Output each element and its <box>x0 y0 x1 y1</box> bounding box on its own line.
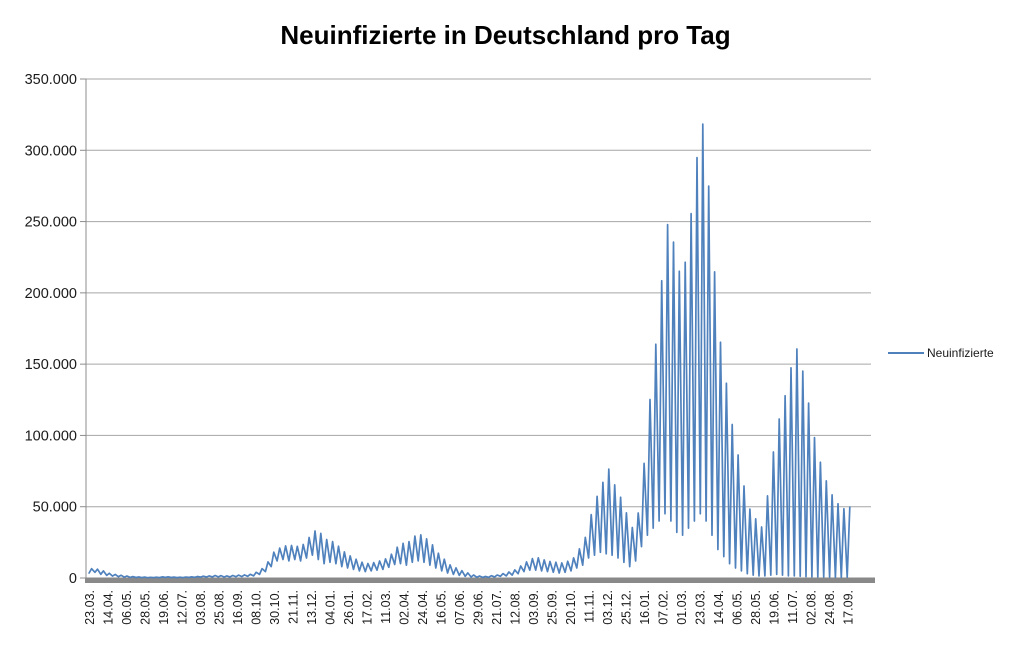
y-tick-label: 250.000 <box>25 215 77 231</box>
x-tick-label: 03.08. <box>194 590 208 625</box>
x-tick-label: 28.05. <box>139 590 153 625</box>
x-tick-label: 07.06. <box>453 590 467 625</box>
x-tick-label: 25.12. <box>620 590 634 625</box>
x-tick-label: 11.03. <box>379 590 393 624</box>
gridlines <box>86 78 871 508</box>
x-tick-label: 25.09. <box>546 590 560 625</box>
x-tick-label: 07.02. <box>657 590 671 625</box>
y-tick-label: 200.000 <box>25 286 77 302</box>
x-tick-label: 16.09. <box>231 590 245 625</box>
x-tick-label: 29.06. <box>472 590 486 625</box>
x-tick-label: 23.03. <box>694 590 708 625</box>
x-tick-label: 21.07. <box>490 590 504 625</box>
y-tick-label: 300.000 <box>25 143 77 159</box>
x-tick-label: 24.08. <box>823 590 837 625</box>
x-tick-label: 12.07. <box>176 590 190 625</box>
x-tick-label: 03.12. <box>601 590 615 625</box>
y-tick-label: 0 <box>69 571 77 587</box>
x-tick-label: 14.04. <box>102 590 116 625</box>
legend: Neuinfizierte <box>888 346 994 360</box>
chart-title: Neuinfizierte in Deutschland pro Tag <box>280 20 731 50</box>
x-tick-label: 17.09. <box>842 590 856 625</box>
x-tick-label: 16.01. <box>638 590 652 625</box>
x-tick-label: 11.11. <box>583 590 597 623</box>
x-tick-label: 14.04. <box>712 590 726 625</box>
x-tick-label: 30.10. <box>268 590 282 625</box>
x-tick-label: 06.05. <box>120 590 134 625</box>
y-axis-labels: 0 50.000 100.000 150.000 200.000 250.000 300.0… <box>25 72 77 587</box>
x-tick-label: 01.03. <box>675 590 689 625</box>
x-tick-label: 25.08. <box>213 590 227 625</box>
y-axis <box>80 78 87 579</box>
x-axis-labels: 23.03. 14.04. 06.05. 28.05. 19.06. 12.07. 03.0… <box>83 590 856 625</box>
x-tick-label: 24.04. <box>416 590 430 625</box>
x-tick-label: 17.02. <box>361 590 375 625</box>
x-tick-label: 19.06. <box>768 590 782 625</box>
x-tick-label: 02.08. <box>805 590 819 625</box>
x-tick-label: 16.05. <box>435 590 449 625</box>
x-tick-label: 06.05. <box>731 590 745 625</box>
legend-label: Neuinfizierte <box>927 346 994 360</box>
x-tick-label: 19.06. <box>157 590 171 625</box>
x-tick-label: 26.01. <box>342 590 356 625</box>
legend-line-swatch <box>888 352 924 354</box>
x-tick-label: 02.04. <box>398 590 412 625</box>
series-line-neuinfizierte <box>88 123 851 579</box>
y-tick-label: 150.000 <box>25 357 77 373</box>
x-tick-label: 12.08. <box>509 590 523 625</box>
x-tick-label: 08.10. <box>250 590 264 625</box>
x-tick-label: 21.11. <box>287 590 301 624</box>
y-tick-label: 350.000 <box>25 72 77 88</box>
x-axis-bar <box>85 577 875 583</box>
y-tick-label: 50.000 <box>33 500 77 516</box>
x-tick-label: 04.01. <box>324 590 338 625</box>
x-tick-label: 13.12. <box>305 590 319 625</box>
y-tick-label: 100.000 <box>25 428 77 444</box>
x-tick-label: 28.05. <box>749 590 763 625</box>
x-tick-label: 03.09. <box>527 590 541 625</box>
x-tick-label: 23.03. <box>83 590 97 625</box>
x-tick-label: 11.07. <box>786 590 800 624</box>
x-tick-label: 20.10. <box>564 590 578 625</box>
